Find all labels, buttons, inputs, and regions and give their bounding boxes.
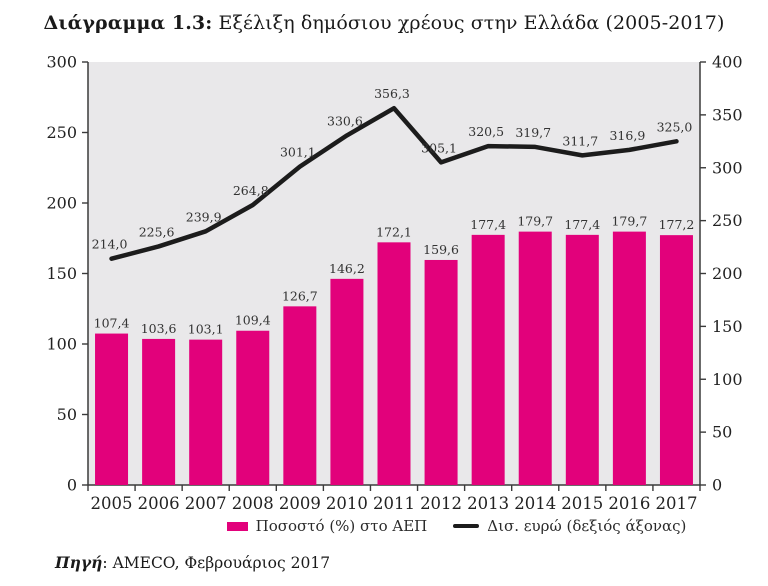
- line-value-label: 305,1: [421, 140, 457, 155]
- bar-2006: [142, 338, 176, 485]
- line-value-label: 316,9: [609, 128, 645, 143]
- right-axis-tick-label: 150: [712, 317, 743, 336]
- bar-value-label: 146,2: [329, 261, 365, 276]
- right-axis-tick-label: 100: [712, 370, 743, 389]
- x-axis-category-label: 2007: [185, 494, 227, 513]
- line-value-label: 319,7: [515, 125, 551, 140]
- right-axis-tick-label: 350: [712, 105, 743, 124]
- source-note: Πηγή: AMECO, Φεβρουάριος 2017: [55, 553, 330, 572]
- line-series-swatch: [453, 524, 480, 528]
- x-axis-category-label: 2011: [373, 494, 415, 513]
- left-axis-tick-label: 150: [46, 264, 77, 283]
- bar-2010: [330, 278, 364, 485]
- line-value-label: 239,9: [186, 209, 222, 224]
- left-axis-tick-label: 250: [46, 123, 77, 142]
- bar-2008: [236, 330, 270, 485]
- legend: Ποσοστό (%) στο ΑΕΠ Δισ. ευρώ (δεξιός άξ…: [0, 517, 768, 535]
- bar-2014: [518, 231, 552, 485]
- right-axis-tick-label: 0: [712, 476, 722, 495]
- bar-value-label: 103,6: [141, 321, 177, 336]
- line-value-label: 214,0: [92, 237, 128, 252]
- x-axis-category-label: 2014: [514, 494, 556, 513]
- bar-series-swatch: [226, 521, 248, 531]
- bar-2015: [565, 234, 599, 485]
- x-axis-category-label: 2015: [561, 494, 603, 513]
- bar-value-label: 159,6: [423, 242, 459, 257]
- left-axis-tick-label: 100: [46, 335, 77, 354]
- line-value-label: 264,8: [233, 183, 269, 198]
- line-value-label: 311,7: [562, 133, 598, 148]
- right-axis-tick-label: 250: [712, 211, 743, 230]
- right-axis-tick-label: 200: [712, 264, 743, 283]
- bar-2009: [283, 306, 317, 485]
- bar-2013: [471, 234, 505, 485]
- left-axis-tick-label: 300: [46, 55, 77, 72]
- x-axis-category-label: 2009: [279, 494, 321, 513]
- legend-item-line: Δισ. ευρώ (δεξιός άξονας): [453, 517, 686, 535]
- line-value-label: 225,6: [139, 224, 175, 239]
- x-axis-category-label: 2016: [608, 494, 650, 513]
- legend-label-line: Δισ. ευρώ (δεξιός άξονας): [487, 517, 687, 535]
- bar-2007: [189, 339, 223, 485]
- right-axis-tick-label: 50: [712, 423, 732, 442]
- chart-title-text: Εξέλιξη δημόσιου χρέους στην Ελλάδα (200…: [212, 12, 725, 34]
- right-axis-tick-label: 300: [712, 158, 743, 177]
- bar-value-label: 172,1: [376, 224, 412, 239]
- bar-2011: [377, 242, 411, 485]
- x-axis-category-label: 2008: [232, 494, 274, 513]
- bar-2017: [659, 235, 693, 485]
- left-axis-tick-label: 50: [57, 405, 77, 424]
- bar-value-label: 126,7: [282, 288, 318, 303]
- x-axis-category-label: 2010: [326, 494, 368, 513]
- bar-value-label: 179,7: [517, 214, 553, 229]
- left-axis-tick-label: 0: [67, 476, 77, 495]
- bar-2005: [95, 333, 129, 485]
- chart-title: Διάγραμμα 1.3: Εξέλιξη δημόσιου χρέους σ…: [0, 12, 768, 34]
- line-value-label: 320,5: [468, 124, 504, 139]
- x-axis-category-label: 2006: [138, 494, 180, 513]
- line-value-label: 301,1: [280, 145, 316, 160]
- legend-label-bar: Ποσοστό (%) στο ΑΕΠ: [255, 517, 428, 535]
- x-axis-category-label: 2013: [467, 494, 509, 513]
- line-series: [109, 105, 679, 261]
- line-value-label: 330,6: [327, 113, 363, 128]
- line-value-label: 356,3: [374, 86, 410, 101]
- x-axis-category-label: 2017: [655, 494, 697, 513]
- x-axis-category-label: 2005: [91, 494, 133, 513]
- bar-value-label: 177,2: [659, 217, 695, 232]
- bar-value-label: 177,4: [470, 217, 506, 232]
- legend-item-bar: Ποσοστό (%) στο ΑΕΠ: [226, 517, 428, 535]
- source-label: Πηγή: [55, 553, 103, 572]
- bar-value-label: 179,7: [611, 214, 647, 229]
- x-axis-category-label: 2012: [420, 494, 462, 513]
- source-text: : AMECO, Φεβρουάριος 2017: [102, 554, 331, 572]
- line-value-label: 325,0: [657, 119, 693, 134]
- bar-value-label: 107,4: [94, 316, 130, 331]
- bar-2012: [424, 259, 458, 485]
- bar-value-label: 109,4: [235, 313, 271, 328]
- left-axis-tick-label: 200: [46, 194, 77, 213]
- bar-value-label: 103,1: [188, 322, 224, 337]
- right-axis-tick-label: 400: [712, 55, 743, 72]
- bar-2016: [612, 231, 646, 485]
- chart-plot: 0 50 100 150 200 250 300 0 50 100 150 200 250 300 350 4…: [46, 55, 743, 513]
- bar-value-label: 177,4: [564, 217, 600, 232]
- chart-title-prefix: Διάγραμμα 1.3:: [43, 12, 213, 34]
